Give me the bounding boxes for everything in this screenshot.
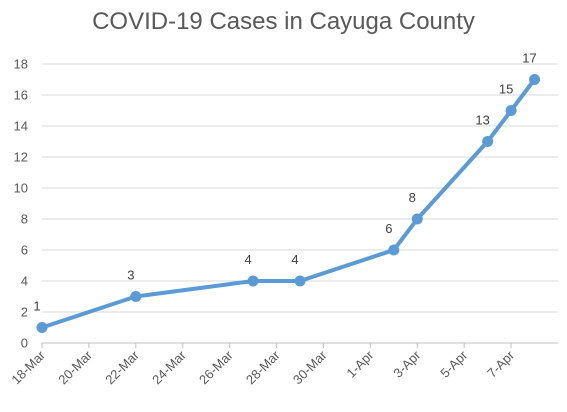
series-line bbox=[40, 77, 537, 330]
data-point bbox=[482, 136, 494, 147]
x-tick-label: 30-Mar bbox=[290, 347, 330, 387]
y-tick-label: 0 bbox=[21, 336, 28, 351]
data-point bbox=[294, 275, 306, 287]
data-point bbox=[130, 291, 142, 302]
data-label: 4 bbox=[244, 252, 251, 267]
y-tick-label: 2 bbox=[21, 305, 28, 320]
y-tick-label: 6 bbox=[21, 243, 28, 258]
x-tick-label: 20-Mar bbox=[55, 347, 95, 387]
data-label: 6 bbox=[385, 221, 392, 236]
y-tick-label: 8 bbox=[21, 212, 28, 227]
y-tick-label: 4 bbox=[21, 274, 28, 289]
data-label: 13 bbox=[475, 113, 489, 128]
x-tick-label: 22-Mar bbox=[102, 347, 142, 387]
y-tick-label: 12 bbox=[14, 150, 28, 165]
y-tick-label: 14 bbox=[14, 119, 28, 134]
chart-title: COVID-19 Cases in Cayuga County bbox=[92, 8, 475, 35]
data-label: 3 bbox=[127, 268, 134, 283]
data-label: 17 bbox=[522, 51, 536, 66]
data-point bbox=[247, 275, 259, 287]
data-label: 4 bbox=[291, 252, 298, 267]
data-point bbox=[411, 213, 423, 225]
data-point bbox=[388, 244, 400, 256]
x-tick-label: 26-Mar bbox=[196, 347, 236, 387]
x-tick-label: 18-Mar bbox=[8, 347, 48, 387]
x-tick-label: 5-Apr bbox=[437, 347, 471, 381]
x-tick-label: 24-Mar bbox=[149, 347, 189, 387]
data-label: 1 bbox=[33, 299, 40, 314]
y-tick-label: 16 bbox=[14, 88, 28, 103]
x-tick-label: 7-Apr bbox=[484, 347, 518, 381]
data-label: 15 bbox=[499, 82, 513, 97]
data-point bbox=[36, 322, 48, 333]
x-tick-label: 28-Mar bbox=[243, 347, 283, 387]
x-tick-label: 1-Apr bbox=[343, 347, 377, 381]
y-tick-label: 10 bbox=[14, 181, 28, 196]
x-tick-label: 3-Apr bbox=[390, 347, 424, 381]
y-tick-label: 18 bbox=[14, 57, 28, 72]
data-label: 8 bbox=[409, 190, 416, 205]
data-point bbox=[505, 105, 517, 116]
data-point bbox=[529, 74, 541, 85]
